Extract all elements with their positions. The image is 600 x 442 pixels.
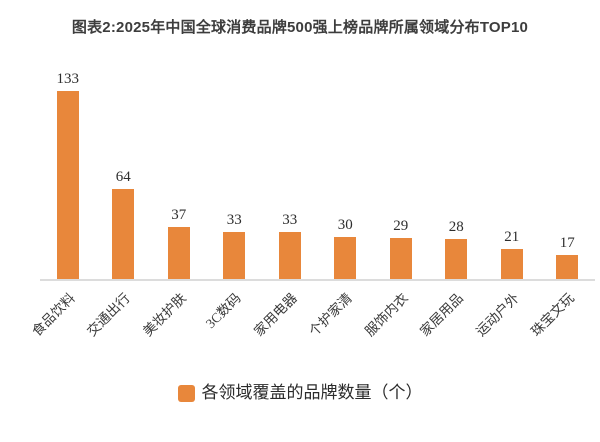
category-label: 运动户外	[472, 290, 522, 340]
legend-label: 各领域覆盖的品牌数量（个）	[201, 383, 423, 402]
bar	[334, 237, 357, 279]
bar	[112, 189, 135, 279]
bar	[556, 255, 579, 279]
category-label: 个护家清	[306, 290, 356, 340]
bar-value-label: 29	[393, 218, 409, 234]
bar-group: 33	[262, 60, 318, 279]
bar	[167, 227, 190, 279]
bar-value-label: 33	[226, 212, 242, 228]
bar-group: 28	[429, 60, 485, 279]
category-label: 食品饮料	[28, 290, 78, 340]
legend-swatch-icon	[177, 384, 195, 402]
category-label: 交通出行	[84, 290, 134, 340]
bar-value-label: 133	[56, 71, 80, 87]
bar-value-label: 33	[282, 212, 298, 228]
bar-group: 21	[484, 60, 540, 279]
bar	[500, 249, 523, 279]
bar	[445, 239, 468, 279]
chart-title: 图表2:2025年中国全球消费品牌500强上榜品牌所属领域分布TOP10	[71, 19, 529, 36]
bar-group: 64	[96, 60, 152, 279]
bar-value-label: 28	[448, 219, 464, 235]
category-label: 家居用品	[417, 290, 467, 340]
bar-value-label: 64	[115, 169, 131, 185]
bar-group: 17	[540, 60, 596, 279]
category-label: 家用电器	[250, 290, 300, 340]
plot-area: 133 64 37 33 33 30 29 28 21 17	[40, 60, 595, 281]
bar-value-label: 37	[171, 207, 187, 223]
bar-group: 30	[318, 60, 374, 279]
bar-group: 37	[151, 60, 207, 279]
bar-group: 133	[40, 60, 96, 279]
bar-value-label: 17	[559, 235, 575, 251]
bar-value-label: 30	[337, 217, 353, 233]
category-labels: 食品饮料 交通出行 美妆护肤 3C数码 家用电器 个护家清 服饰内衣 家居用品 运动户外 珠宝文玩	[29, 281, 595, 371]
category-label: 珠宝文玩	[528, 290, 578, 340]
category-label: 服饰内衣	[361, 290, 411, 340]
category-label: 美妆护肤	[139, 290, 189, 340]
bar	[223, 232, 246, 279]
category-label: 3C数码	[203, 290, 245, 332]
bar	[389, 238, 412, 279]
bar-group: 29	[373, 60, 429, 279]
bar	[278, 232, 301, 279]
bar	[56, 91, 79, 279]
bar-group: 33	[207, 60, 263, 279]
bar-value-label: 21	[504, 229, 520, 245]
legend: 各领域覆盖的品牌数量（个）	[0, 383, 600, 403]
